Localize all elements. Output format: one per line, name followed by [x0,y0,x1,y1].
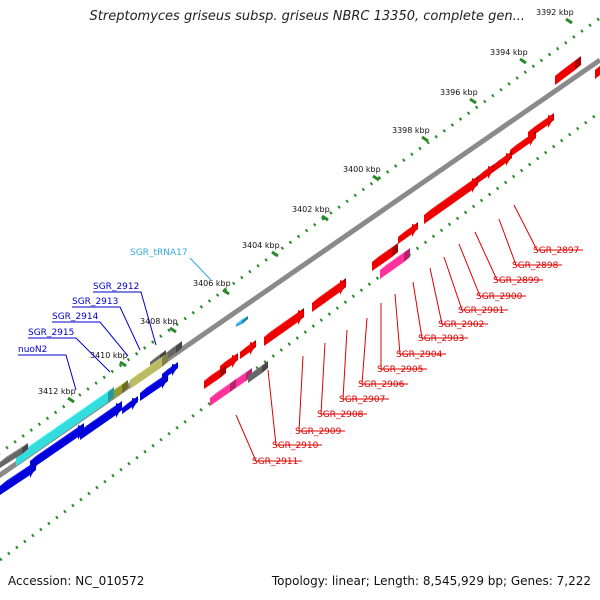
leader-line [189,257,212,281]
leader-line [52,321,129,357]
tick-mark [421,135,429,143]
gene-block-forward[interactable] [478,164,495,183]
gene-block-reverse[interactable] [122,396,139,414]
tick-mark [469,97,477,105]
tick-label: 3392 kbp [536,8,574,17]
gene-block-khaki[interactable] [130,353,168,389]
gene-label-right: SGR_2902 [438,320,484,330]
gene-block-reverse[interactable] [162,362,179,380]
gene-label-right: SGR_2906 [358,380,405,390]
tick-label: 3398 kbp [392,126,430,135]
leader-line [394,293,446,355]
leader-line [474,231,543,281]
gene-label-left: SGR_2915 [28,328,74,338]
gene-block-forward[interactable] [492,151,513,173]
gene-label-right: SGR_2899 [493,276,540,286]
tick-mark [372,174,380,182]
tick-label: 3412 kbp [38,387,76,396]
gene-block-cyan[interactable] [16,387,114,466]
gene-block-forward[interactable] [595,61,600,79]
leader-line [498,218,562,266]
tick-mark [519,57,527,65]
leader-line [93,291,157,346]
gene-block-forward[interactable] [424,176,479,224]
gene-label-right: SGR_2909 [295,427,342,437]
gene-block-reverse[interactable] [80,401,123,440]
leader-line [320,342,367,415]
leader-line [513,204,583,251]
inner-dotted-ring [0,110,600,562]
genome-title: Streptomyces griseus subsp. griseus NBRC… [89,9,525,24]
gene-block-reverse[interactable] [0,461,37,495]
gene-label-right: SGR_2905 [377,365,423,375]
tick-label: 3406 kbp [193,279,231,288]
tick-mark [321,214,329,222]
gene-label-right: SGR_2897 [533,246,579,256]
leader-line [429,267,488,325]
gene-label-left: SGR_2912 [93,282,139,292]
tick-mark [222,288,230,296]
tick-mark [169,326,177,334]
gene-block-reverse[interactable] [140,373,169,401]
tick-mark [565,17,573,25]
leader-line [412,281,468,339]
leader-line [443,256,508,311]
leader-line [235,414,302,462]
gene-block-forward[interactable] [240,340,257,359]
gene-block-reverse[interactable] [30,423,85,470]
topology-text: Topology: linear; Length: 8,545,929 bp; … [271,574,591,588]
gene-label-right: SGR_2911 [252,457,298,467]
gene-block-forward[interactable] [398,222,419,244]
leader-line [361,317,408,385]
gene-label-right: SGR_2903 [418,334,464,344]
tick-label: 3404 kbp [242,241,280,250]
leader-line [380,303,427,370]
leader-line [72,306,141,351]
gene-block-forward[interactable] [555,56,581,85]
tick-mark [271,250,279,258]
gene-label-left: SGR_2914 [52,312,99,322]
gene-label-right: SGR_2910 [272,441,319,451]
gene-block-gray[interactable] [0,443,28,468]
gene-block-gray[interactable] [166,341,182,360]
gene-block-forward[interactable] [312,278,347,312]
gene-block-forward[interactable] [264,308,305,346]
gene-label-right: SGR_2907 [339,395,385,405]
tick-label: 3394 kbp [490,48,528,57]
leader-line [298,355,345,432]
tick-label: 3402 kbp [292,205,330,214]
accession-text: Accession: NC_010572 [8,574,145,588]
gene-block-forward[interactable] [510,131,537,157]
tick-label: 3408 kbp [140,317,178,326]
gene-label-right: SGR_2908 [317,410,364,420]
leader-line [28,337,111,373]
leader-line [267,369,322,446]
tick-mark [119,360,127,368]
tick-mark [67,396,75,404]
gene-label-right: SGR_2900 [476,292,523,302]
gene-block-rna[interactable] [210,379,236,406]
tick-label: 3396 kbp [440,88,478,97]
leader-line [18,354,77,391]
gene-block-forward[interactable] [372,243,398,271]
outer-dotted-ring [0,16,600,455]
gene-label-left: nuoN2 [18,345,47,355]
gene-label-right: SGR_2898 [512,261,559,271]
tick-label: 3400 kbp [343,165,381,174]
leader-line [342,329,389,400]
gene-block-forward[interactable] [204,365,226,389]
trna-label: SGR_tRNA17 [130,248,188,258]
tick-label: 3410 kbp [90,351,128,360]
gene-block-gray[interactable] [248,361,268,383]
gene-label-left: SGR_2913 [72,297,118,307]
gene-block-rna[interactable] [380,248,410,279]
leader-line [458,243,526,297]
gene-label-right: SGR_2901 [458,306,504,316]
gene-label-right: SGR_2904 [396,350,443,360]
gene-block-trna[interactable] [236,316,248,327]
